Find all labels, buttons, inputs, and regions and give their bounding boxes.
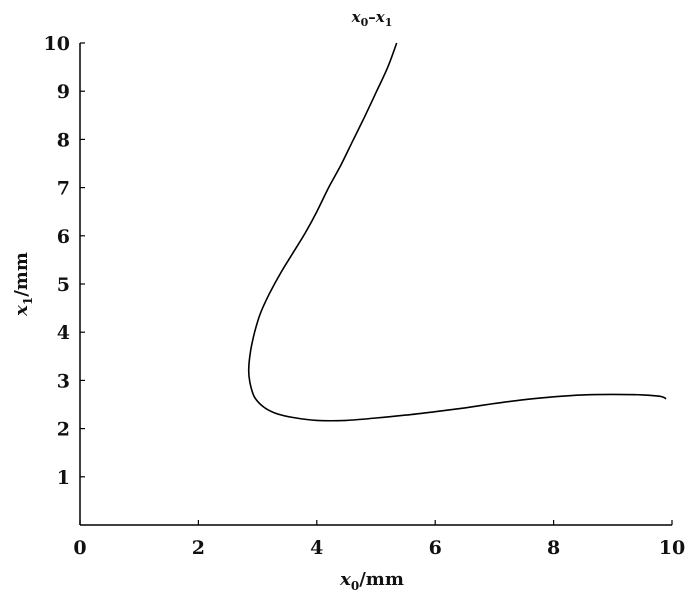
- y-axis-title-var: x: [11, 305, 32, 317]
- x-tick-label: 10: [659, 537, 685, 559]
- chart-title-sub0: 0: [361, 16, 369, 29]
- series-line: [247, 42, 667, 422]
- x-tick-label: 0: [73, 537, 86, 559]
- x-tick-label: 4: [310, 537, 323, 559]
- x-axis-title-var: x: [339, 569, 351, 590]
- y-axis-title-unit: /mm: [11, 252, 32, 297]
- x-axis-title-unit: /mm: [359, 569, 404, 590]
- x-tick-label: 2: [192, 537, 205, 559]
- chart-title-dash: –: [368, 8, 376, 26]
- chart-title-sub1: 1: [385, 16, 393, 29]
- y-tick-label: 3: [57, 370, 70, 392]
- y-tick-label: 7: [57, 178, 70, 200]
- chart-title: x0–x1: [351, 8, 393, 29]
- y-tick-label: 4: [57, 322, 70, 344]
- y-axis-title-sub: 1: [21, 297, 35, 305]
- x-axis-title: x0/mm: [339, 569, 404, 593]
- y-tick-label: 10: [44, 33, 70, 55]
- x-tick-label: 8: [547, 537, 560, 559]
- y-tick-label: 2: [57, 419, 70, 441]
- y-tick-label: 5: [57, 274, 70, 296]
- x-tick-label: 6: [429, 537, 442, 559]
- x-axis-title-sub: 0: [351, 579, 359, 593]
- y-tick-label: 8: [57, 129, 70, 151]
- y-axis-title: x1/mm: [11, 252, 35, 317]
- chart-title-var: x: [351, 8, 362, 26]
- y-tick-label: 1: [57, 467, 70, 489]
- x-ticks: 0 2 4 6 8 10: [73, 520, 685, 559]
- y-tick-label: 9: [57, 81, 70, 103]
- y-tick-label: 6: [57, 226, 70, 248]
- y-ticks: 1 2 3 4 5 6 7 8 9 10: [44, 33, 85, 489]
- chart-title-var2: x: [375, 8, 386, 26]
